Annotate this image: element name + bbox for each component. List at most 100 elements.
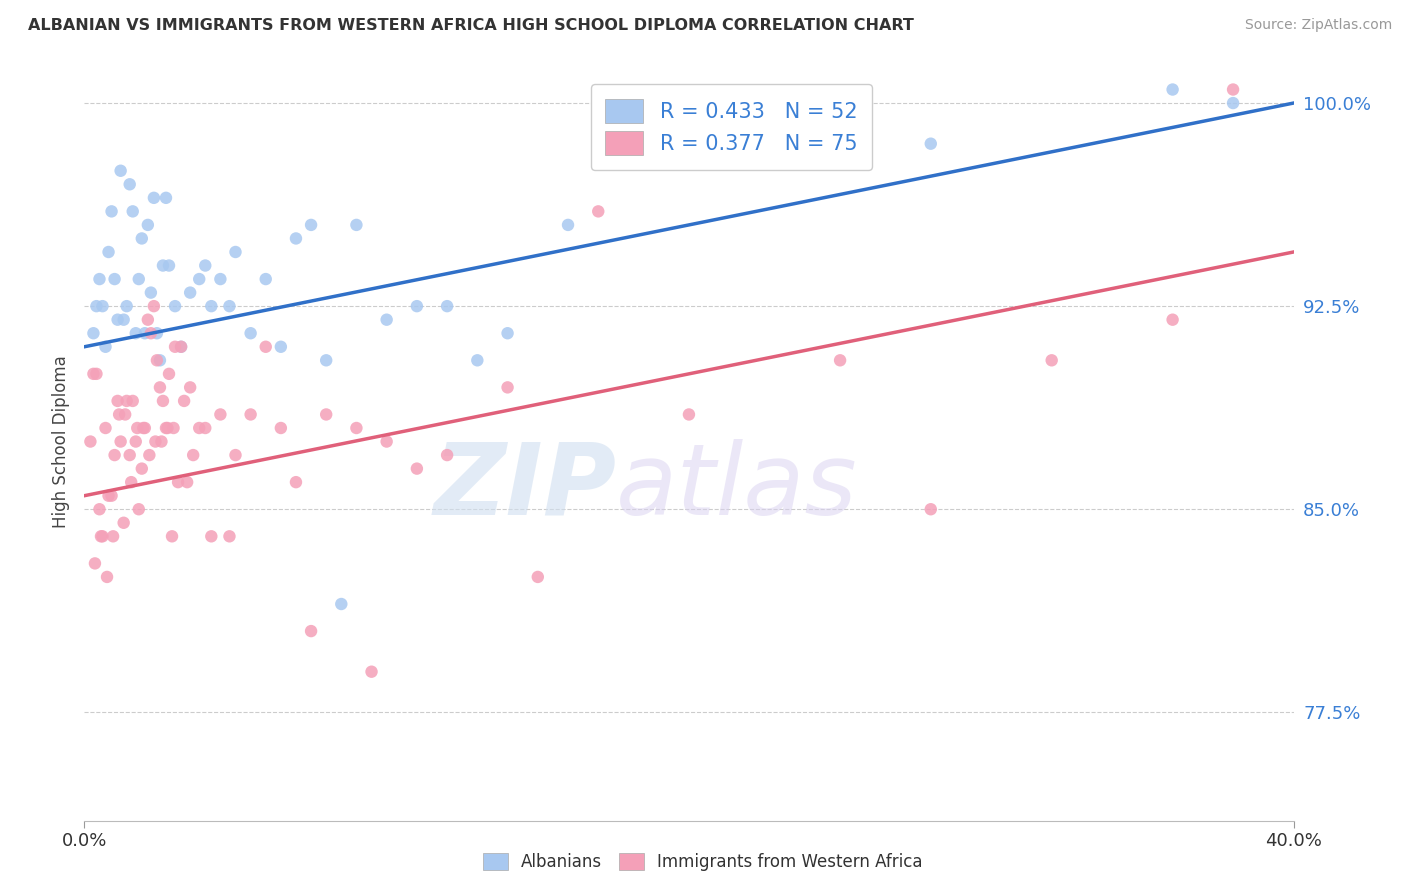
Point <box>270 421 292 435</box>
Point <box>115 393 138 408</box>
Point <box>360 665 382 679</box>
Point <box>112 312 135 326</box>
Point <box>134 421 156 435</box>
Point <box>96 570 118 584</box>
Point <box>496 326 519 341</box>
Point <box>315 353 337 368</box>
Point <box>128 502 150 516</box>
Point <box>152 393 174 408</box>
Point <box>176 475 198 490</box>
Point <box>557 218 579 232</box>
Point <box>179 380 201 394</box>
Point <box>179 285 201 300</box>
Point <box>285 475 308 490</box>
Point <box>346 421 368 435</box>
Point <box>84 557 107 571</box>
Point <box>285 231 308 245</box>
Point <box>79 434 101 449</box>
Point <box>104 272 127 286</box>
Point <box>112 516 135 530</box>
Point <box>128 272 150 286</box>
Point <box>118 178 141 192</box>
Point <box>527 570 550 584</box>
Point <box>209 408 232 422</box>
Point <box>138 448 160 462</box>
Point <box>346 218 368 232</box>
Point <box>157 367 180 381</box>
Point <box>406 299 429 313</box>
Point <box>406 461 429 475</box>
Point <box>89 502 111 516</box>
Point <box>89 272 111 286</box>
Point <box>194 259 217 273</box>
Point <box>107 393 129 408</box>
Point <box>131 231 153 245</box>
Point <box>97 489 120 503</box>
Point <box>114 408 136 422</box>
Point <box>162 421 184 435</box>
Point <box>121 393 143 408</box>
Point <box>170 340 193 354</box>
Point <box>91 299 114 313</box>
Point <box>146 353 169 368</box>
Point <box>155 421 177 435</box>
Point <box>94 421 117 435</box>
Point <box>830 353 852 368</box>
Point <box>496 380 519 394</box>
Point <box>239 326 262 341</box>
Point <box>173 393 195 408</box>
Point <box>254 272 277 286</box>
Y-axis label: High School Diploma: High School Diploma <box>52 355 70 528</box>
Point <box>155 191 177 205</box>
Point <box>115 299 138 313</box>
Point <box>375 312 398 326</box>
Point <box>436 448 458 462</box>
Point <box>200 529 222 543</box>
Point <box>118 448 141 462</box>
Point <box>157 259 180 273</box>
Point <box>145 434 167 449</box>
Point <box>120 475 142 490</box>
Legend: R = 0.433   N = 52, R = 0.377   N = 75: R = 0.433 N = 52, R = 0.377 N = 75 <box>591 84 872 169</box>
Text: ZIP: ZIP <box>433 439 616 535</box>
Point <box>160 529 183 543</box>
Point <box>181 448 204 462</box>
Point <box>86 299 108 313</box>
Point <box>100 204 122 219</box>
Point <box>165 299 187 313</box>
Point <box>209 272 232 286</box>
Point <box>127 421 149 435</box>
Point <box>1161 312 1184 326</box>
Point <box>270 340 292 354</box>
Point <box>142 299 165 313</box>
Point <box>110 163 132 178</box>
Point <box>134 326 156 341</box>
Point <box>588 204 610 219</box>
Point <box>225 448 247 462</box>
Point <box>82 367 104 381</box>
Point <box>108 408 131 422</box>
Point <box>152 259 174 273</box>
Point <box>156 421 179 435</box>
Point <box>188 272 211 286</box>
Point <box>132 421 155 435</box>
Point <box>330 597 353 611</box>
Point <box>149 380 172 394</box>
Point <box>225 244 247 259</box>
Point <box>125 326 148 341</box>
Point <box>436 299 458 313</box>
Text: ALBANIAN VS IMMIGRANTS FROM WESTERN AFRICA HIGH SCHOOL DIPLOMA CORRELATION CHART: ALBANIAN VS IMMIGRANTS FROM WESTERN AFRI… <box>28 18 914 33</box>
Point <box>1040 353 1063 368</box>
Point <box>920 502 942 516</box>
Point <box>110 434 132 449</box>
Point <box>200 299 222 313</box>
Legend: Albanians, Immigrants from Western Africa: Albanians, Immigrants from Western Afric… <box>475 845 931 880</box>
Point <box>149 353 172 368</box>
Point <box>107 312 129 326</box>
Point <box>97 244 120 259</box>
Text: atlas: atlas <box>616 439 858 535</box>
Point <box>1222 96 1244 111</box>
Point <box>167 475 190 490</box>
Point <box>121 204 143 219</box>
Point <box>139 285 162 300</box>
